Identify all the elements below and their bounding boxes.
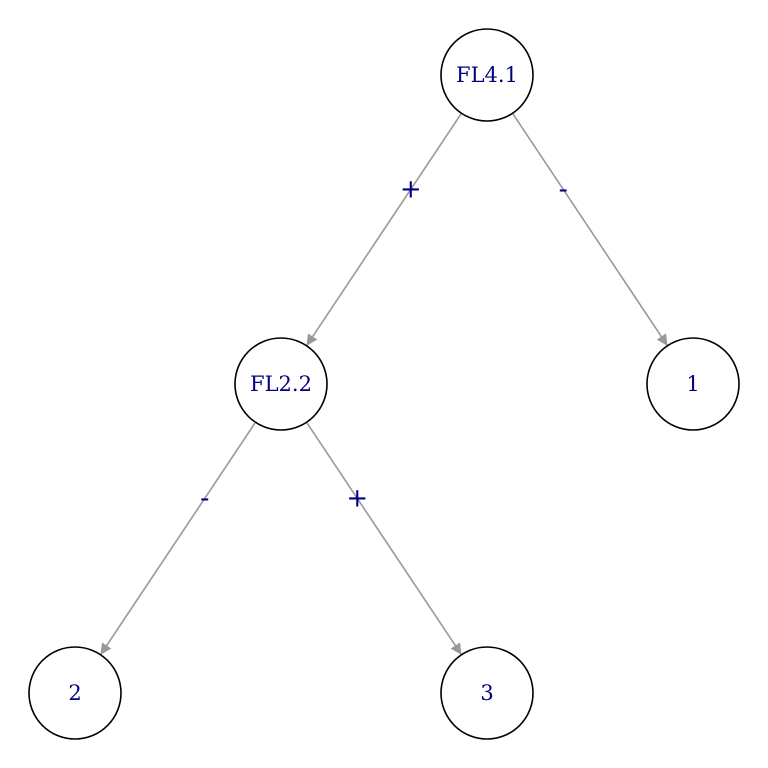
node-circle-fl2-2 (234, 337, 328, 431)
edge-label-fl2-2-to-2: - (200, 483, 209, 513)
edge-fl2-2-to-3 (306, 422, 462, 655)
node-circle-fl4-1 (440, 28, 534, 122)
tree-node-fl2-2: FL2.2 (234, 337, 328, 431)
edge-label-fl4-1-to-1: - (559, 174, 568, 204)
node-circle-2 (28, 646, 122, 740)
edge-fl4-1-to-1 (512, 113, 668, 346)
edges-layer: + - - + (100, 113, 668, 655)
tree-node-3: 3 (440, 646, 534, 740)
node-label-2: 2 (68, 681, 81, 705)
node-label-1: 1 (686, 372, 699, 396)
edge-fl4-1-to-fl2-2 (306, 113, 462, 346)
node-circle-1 (646, 337, 740, 431)
node-label-fl4-1: FL4.1 (456, 63, 518, 87)
edge-label-fl2-2-to-3: + (346, 483, 368, 513)
nodes-layer: FL4.1 FL2.2 1 2 3 (28, 28, 740, 740)
node-label-fl2-2: FL2.2 (250, 372, 312, 396)
edge-fl2-2-to-2 (100, 422, 256, 655)
tree-node-1: 1 (646, 337, 740, 431)
node-label-3: 3 (480, 681, 493, 705)
tree-node-2: 2 (28, 646, 122, 740)
edge-label-fl4-1-to-fl2-2: + (400, 174, 422, 204)
node-circle-3 (440, 646, 534, 740)
tree-node-fl4-1: FL4.1 (440, 28, 534, 122)
